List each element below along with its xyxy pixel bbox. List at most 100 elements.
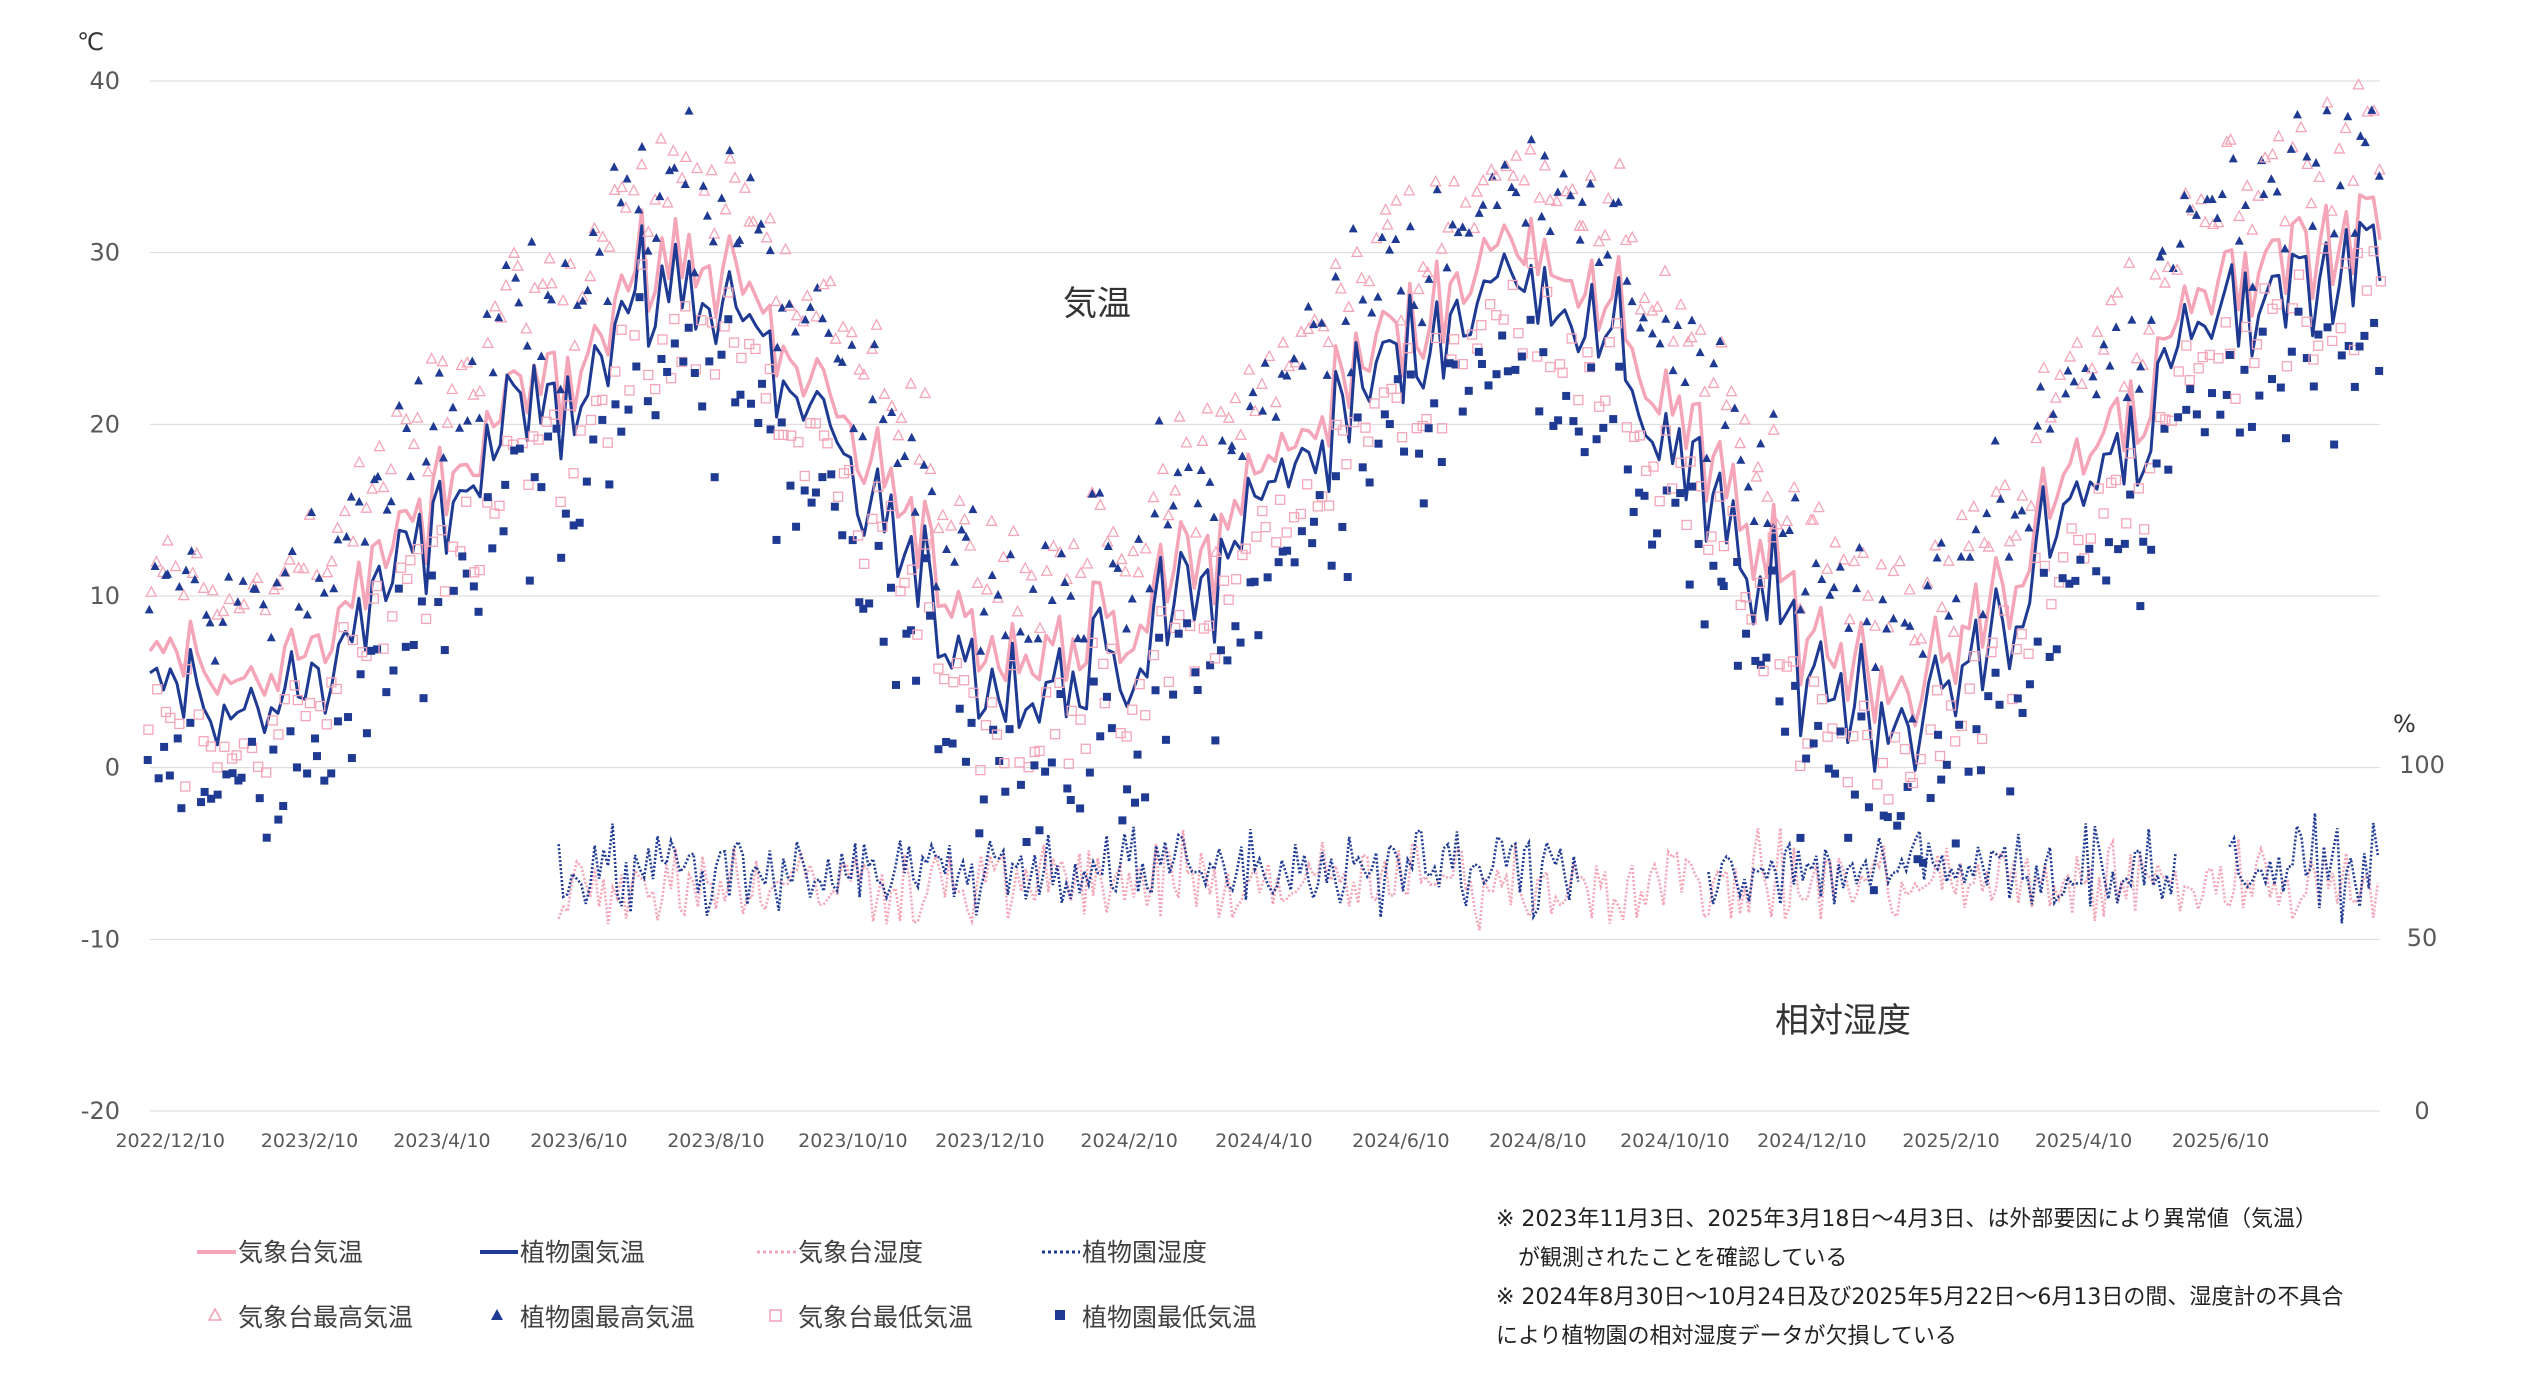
garden-max-marker [2311,158,2321,167]
jma-max-marker [1403,183,1416,196]
jma-min-marker [1667,483,1678,494]
jma-min-marker [1787,656,1799,667]
garden-min-marker [1648,540,1657,549]
jma-max-marker [2278,214,2292,227]
garden-max-marker [777,303,787,312]
garden-min-marker [2314,330,2323,339]
jma-max-marker [1429,174,1442,187]
garden-min-marker [2147,545,2156,554]
garden-min-marker [2052,645,2061,654]
legend: 気象台気温 植物園気温 気象台湿度 植物園湿度 気象台最高気温 植物園最高気温 … [197,1238,1257,1332]
garden-min-marker [279,802,288,811]
jma-max-marker [1962,539,1975,552]
garden-max-marker [474,413,484,422]
garden-min-marker [561,509,570,518]
garden-min-marker [1609,415,1618,424]
garden-max-marker [1730,403,1740,412]
jma-min-marker [778,429,789,441]
jma-max-marker [1209,545,1222,557]
jma-min-marker [2144,463,2156,474]
jma-min-marker [939,673,950,685]
jma-max-marker [1229,391,1242,404]
garden-min-marker [2186,385,2195,394]
garden-min-marker [165,771,174,780]
jma-min-marker [212,762,223,773]
jma-min-marker [174,718,185,730]
garden-min-marker [2120,539,2129,548]
garden-max-marker [2343,111,2353,121]
jma-max-marker [169,559,182,572]
x-tick-label: 2023/2/10 [261,1130,358,1152]
garden-min-marker [1016,780,1025,789]
jma-max-marker [1869,619,1882,631]
garden-max-marker [333,534,343,544]
jma-min-marker [1862,729,1873,741]
jma-max-marker [1767,423,1780,435]
garden-max-marker [1033,633,1043,643]
jma-min-marker [2184,375,2195,386]
garden-min-marker [344,713,353,722]
jma-min-marker [292,694,304,706]
garden-min-marker [1406,370,1415,379]
garden-min-marker [2104,538,2113,547]
jma-max-marker [2246,223,2259,235]
garden-min-marker [1709,561,1718,570]
jma-max-marker [892,428,905,441]
jma-min-marker [629,330,640,341]
garden-min-marker [1671,498,1680,507]
jma-min-marker [1899,743,1911,755]
garden-max-marker [1227,445,1237,455]
garden-max-marker [190,574,200,584]
garden-max-marker [603,296,613,306]
garden-max-marker [2088,371,2098,381]
jma-min-marker [610,366,621,377]
garden-min-marker [177,804,186,813]
garden-max-marker [1168,500,1178,510]
garden-min-marker [830,502,839,511]
garden-max-marker [1844,623,1854,632]
garden-min-marker [766,425,775,434]
garden-min-marker [1615,362,1624,371]
garden-min-marker [800,486,809,495]
garden-min-marker [922,554,931,563]
jma-max-marker [1807,513,1820,525]
garden-max-marker [976,646,986,655]
jma-min-marker [1976,733,1988,745]
garden-min-marker [537,483,546,492]
jma-min-marker [1507,279,1519,291]
garden-max-marker [1854,542,1864,552]
jma-min-marker [948,677,959,688]
garden-max-marker [2374,171,2384,180]
jma-min-marker [1341,459,1352,470]
jma-min-marker [1934,750,1946,762]
garden-max-marker [1095,488,1105,497]
garden-min-marker [1066,796,1075,805]
garden-max-marker [1163,519,1173,529]
garden-min-marker [1662,486,1671,495]
jma-min-marker [1531,351,1543,362]
jma-max-marker [2016,489,2029,501]
jma-min-marker [1436,423,1448,434]
garden-max-marker [360,537,370,546]
jma-min-marker [412,543,423,555]
jma-min-marker [338,622,349,633]
jma-max-marker [2313,170,2326,183]
jma-min-marker [873,481,884,492]
legend-label: 植物園湿度 [1082,1238,1207,1267]
jma-max-marker [2347,174,2360,186]
jma-min-marker [1204,620,1215,631]
jma-max-marker [1592,234,1606,247]
jma-min-marker [1063,758,1074,769]
garden-min-marker [1995,700,2004,709]
jma-max-marker [360,501,373,513]
garden-min-marker [2065,579,2074,588]
garden-max-marker [878,414,888,424]
garden-max-marker [1417,317,1427,327]
garden-min-marker [1629,507,1638,516]
garden-min-marker [855,598,864,607]
jma-min-marker [1600,395,1611,406]
jma-max-marker [1067,537,1080,550]
jma-max-marker [1626,230,1639,243]
garden-min-marker [2267,375,2276,384]
garden-max-marker [448,402,458,412]
